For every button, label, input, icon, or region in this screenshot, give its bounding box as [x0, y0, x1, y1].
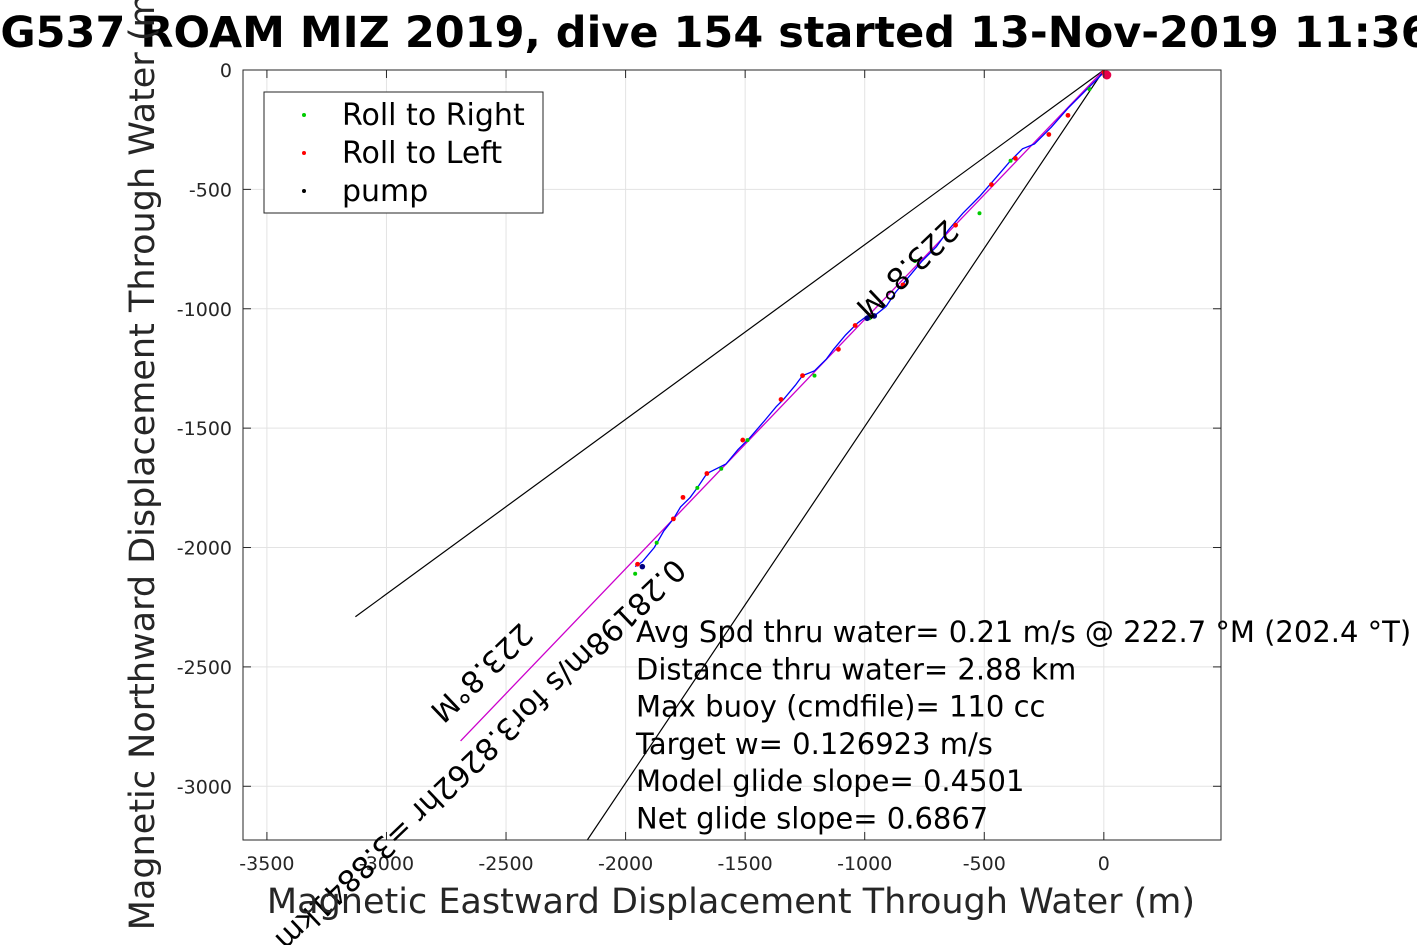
- plot-frame: [242, 69, 1222, 841]
- roll-left-point: [1012, 155, 1018, 161]
- roll-right-point: [1008, 158, 1013, 163]
- y-tick-label: -1500: [177, 418, 232, 440]
- legend-marker-roll-left: [302, 151, 306, 155]
- roll-left-point: [680, 494, 686, 500]
- roll-left-point: [704, 471, 710, 476]
- track-line: [634, 71, 1105, 568]
- chart-title: SG537 ROAM MIZ 2019, dive 154 started 13…: [0, 8, 1417, 58]
- data-layer: [355, 70, 1112, 840]
- roll-right-point: [695, 485, 700, 490]
- legend-box: [263, 91, 544, 214]
- y-axis-label: Magnetic Northward Displacement Through …: [123, 0, 163, 930]
- x-axis-label: Magnetic Eastward Displacement Through W…: [267, 882, 1195, 922]
- legend: Roll to Right Roll to Left pump: [263, 91, 544, 214]
- roll-right-point: [633, 571, 638, 576]
- roll-right-point: [745, 438, 750, 443]
- roll-right-point: [719, 466, 724, 471]
- stats-annotations: Avg Spd thru water= 0.21 m/s @ 222.7 °M …: [635, 615, 1411, 836]
- heading-cone-line: [586, 70, 1105, 840]
- dive-start-marker: [1102, 70, 1112, 80]
- roll-left-point: [989, 182, 994, 188]
- pump-point: [871, 313, 878, 319]
- roll-left-point: [778, 397, 784, 402]
- legend-marker-pump: [302, 189, 306, 193]
- roll-left-point: [800, 373, 805, 379]
- roll-right-point: [977, 211, 982, 216]
- y-tick-label: -1000: [177, 299, 232, 321]
- stats-line: Max buoy (cmdfile)= 110 cc: [636, 690, 1045, 724]
- roll-left-point: [900, 282, 906, 288]
- stats-line: Target w= 0.126923 m/s: [635, 727, 993, 761]
- roll-right-point: [1087, 87, 1092, 92]
- y-tick-label: -3000: [177, 776, 232, 798]
- y-tick-label: 0: [220, 60, 232, 82]
- x-tick-label: -2000: [598, 853, 653, 875]
- pump-point: [639, 563, 646, 570]
- x-tick-label: -3500: [239, 853, 294, 875]
- y-tick-label: -2500: [177, 657, 232, 679]
- stats-line: Model glide slope= 0.4501: [636, 764, 1024, 798]
- legend-marker-roll-right: [302, 113, 306, 117]
- stats-line: Distance thru water= 2.88 km: [636, 652, 1076, 686]
- roll-right-point: [812, 373, 817, 378]
- roll-left-point: [635, 561, 640, 567]
- tick-layer: -3500 -3000 -2500 -2000 -1500 -1000 -500 0 0 -500…: [177, 60, 1221, 875]
- mean-heading-line: [460, 70, 1105, 742]
- roll-left-point: [953, 222, 958, 228]
- roll-right-point: [654, 540, 659, 545]
- x-tick-label: -500: [963, 853, 1006, 875]
- stats-line: Avg Spd thru water= 0.21 m/s @ 222.7 °M …: [636, 615, 1411, 649]
- legend-label-roll-right: Roll to Right: [342, 98, 525, 133]
- x-tick-label: -1500: [718, 853, 773, 875]
- legend-label-roll-left: Roll to Left: [342, 136, 502, 171]
- y-tick-label: -2000: [177, 538, 232, 560]
- roll-left-point: [1046, 132, 1052, 137]
- roll-left-point: [1065, 112, 1071, 118]
- roll-right-point: [912, 259, 917, 264]
- x-tick-label: -3000: [359, 853, 414, 875]
- stats-line: Net glide slope= 0.6867: [636, 802, 988, 836]
- roll-left-point: [740, 437, 746, 443]
- legend-label-pump: pump: [342, 174, 428, 209]
- roll-left-point: [852, 323, 858, 328]
- x-tick-label: -1000: [837, 853, 892, 875]
- roll-left-point: [671, 516, 676, 522]
- x-tick-label: 0: [1098, 853, 1110, 875]
- heading-cone-line: [355, 70, 1105, 618]
- x-tick-label: -2500: [478, 853, 533, 875]
- y-tick-label: -500: [189, 179, 232, 201]
- pump-point: [864, 315, 870, 322]
- roll-left-point: [836, 346, 841, 352]
